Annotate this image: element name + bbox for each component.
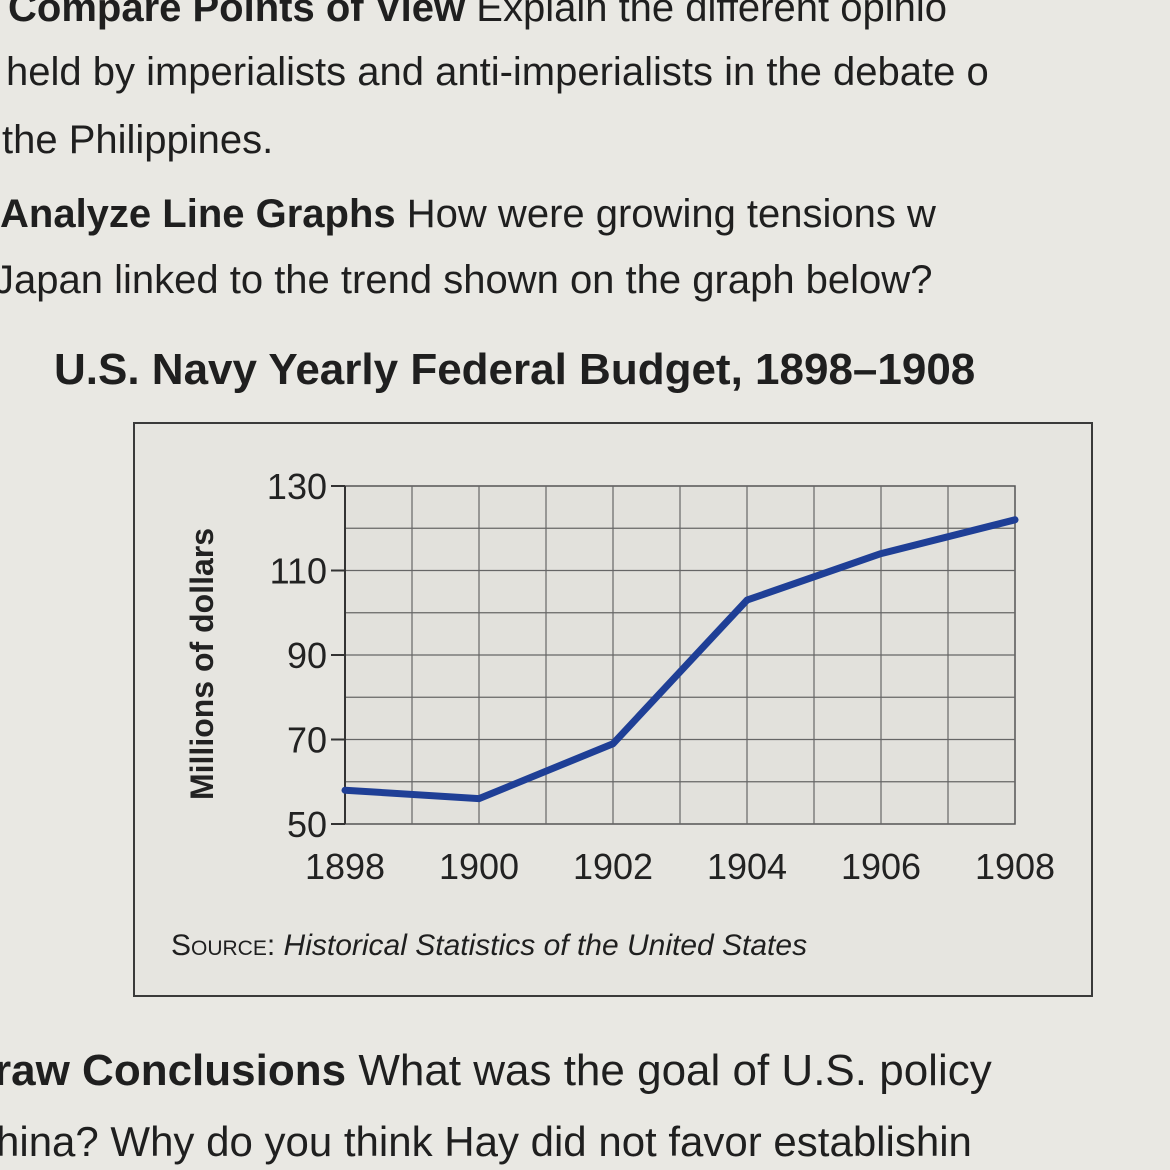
text-line-draw-conclusions: raw Conclusions What was the goal of U.S…	[0, 1046, 992, 1096]
chart-box: 50 70 90 110 130 1898 1900 1902 1904 1906 1908 Mi…	[133, 422, 1093, 997]
line-chart: 50 70 90 110 130 1898 1900 1902 1904 1906 1908 Mi…	[184, 466, 1055, 887]
y-tick-label: 70	[287, 720, 327, 761]
chart-source: Source: Historical Statistics of the Uni…	[171, 929, 807, 963]
x-tick-label: 1906	[841, 846, 921, 887]
y-tick-label: 110	[270, 551, 327, 592]
y-tick-label: 130	[267, 466, 327, 507]
analyze-line-graphs-heading: Analyze Line Graphs	[0, 192, 396, 236]
text-line-compare: Compare Points of View Explain the diffe…	[8, 0, 947, 31]
x-tick-label: 1908	[975, 846, 1055, 887]
source-label: Source:	[171, 929, 276, 962]
y-tick-labels: 50 70 90 110 130	[267, 466, 327, 845]
text-line-2: held by imperialists and anti-imperialis…	[6, 50, 989, 94]
y-axis-label: Millions of dollars	[184, 528, 220, 800]
x-tick-label: 1904	[707, 846, 787, 887]
y-tick-label: 90	[287, 635, 327, 676]
x-tick-label: 1902	[573, 846, 653, 887]
chart-grid	[344, 485, 1016, 825]
chart-series	[341, 516, 1019, 803]
text-line-5: Japan linked to the trend shown on the g…	[0, 258, 933, 302]
compare-points-heading: Compare Points of View	[8, 0, 466, 30]
x-tick-label: 1898	[305, 846, 385, 887]
x-tick-labels: 1898 1900 1902 1904 1906 1908	[305, 846, 1055, 887]
compare-points-text: Explain the different opinio	[476, 0, 947, 30]
analyze-line-graphs-text: How were growing tensions w	[406, 192, 936, 236]
x-tick-label: 1900	[439, 846, 519, 887]
chart-title: U.S. Navy Yearly Federal Budget, 1898–19…	[54, 345, 976, 394]
y-tick-label: 50	[287, 804, 327, 845]
text-line-7: hina? Why do you think Hay did not favor…	[0, 1118, 972, 1165]
series-line-navy-budget	[341, 516, 1019, 803]
source-text: Historical Statistics of the United Stat…	[283, 929, 808, 962]
draw-conclusions-heading: raw Conclusions	[0, 1046, 347, 1095]
chart-axes	[331, 485, 346, 825]
draw-conclusions-text: What was the goal of U.S. policy	[358, 1046, 992, 1095]
text-line-3: the Philippines.	[2, 118, 274, 162]
text-line-analyze: Analyze Line Graphs How were growing ten…	[0, 192, 936, 237]
